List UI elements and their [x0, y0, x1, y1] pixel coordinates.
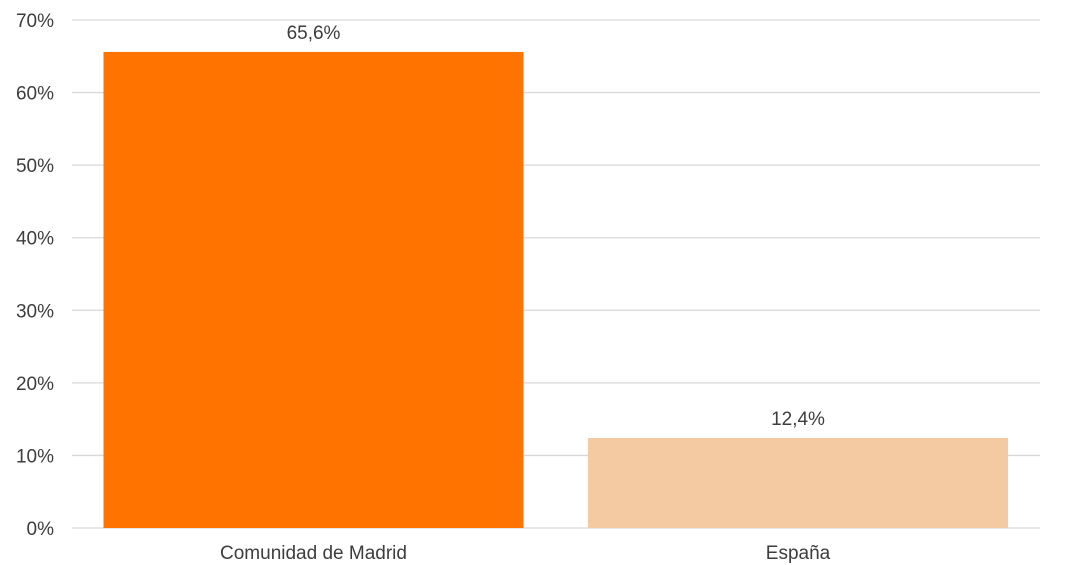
- y-tick-label: 70%: [16, 11, 54, 32]
- y-tick-label: 40%: [16, 229, 54, 250]
- data-label: 65,6%: [287, 23, 341, 44]
- y-tick-label: 60%: [16, 84, 54, 105]
- category-label: España: [766, 543, 831, 564]
- y-tick-label: 30%: [16, 301, 54, 322]
- bar-1: [588, 438, 1008, 528]
- bar-0: [103, 51, 524, 528]
- data-labels: 65,6% 12,4%: [287, 23, 825, 430]
- y-tick-label: 50%: [16, 156, 54, 177]
- x-axis-category-labels: Comunidad de Madrid España: [220, 543, 831, 564]
- bars: [103, 51, 1008, 528]
- y-axis-tick-labels: 0% 10% 20% 30% 40% 50% 60% 70%: [16, 11, 54, 540]
- data-label: 12,4%: [771, 409, 825, 430]
- y-tick-label: 20%: [16, 374, 54, 395]
- category-label: Comunidad de Madrid: [220, 543, 407, 564]
- y-tick-label: 0%: [27, 519, 55, 540]
- y-tick-label: 10%: [16, 446, 54, 467]
